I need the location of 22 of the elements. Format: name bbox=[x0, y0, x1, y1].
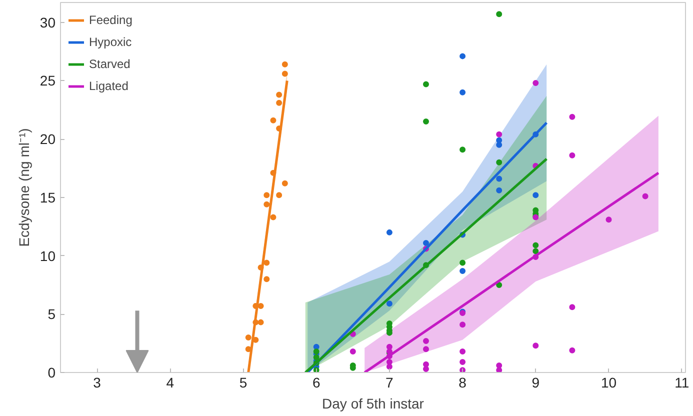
y-axis-title: Ecdysone (ng ml⁻¹) bbox=[16, 128, 32, 247]
x-tick-label: 7 bbox=[386, 374, 394, 390]
y-tick-label: 5 bbox=[48, 306, 56, 322]
legend-label: Hypoxic bbox=[89, 35, 132, 49]
y-tick-label: 15 bbox=[40, 189, 56, 206]
x-tick-label: 8 bbox=[458, 374, 467, 390]
y-tick-label: 10 bbox=[40, 248, 56, 264]
x-tick-label: 3 bbox=[93, 374, 102, 390]
legend-label: Ligated bbox=[89, 79, 128, 93]
y-tick-label: 30 bbox=[40, 14, 56, 30]
x-axis-title: Day of 5th instar bbox=[322, 396, 424, 412]
legend-label: Starved bbox=[89, 57, 130, 71]
x-tick-label: 10 bbox=[600, 374, 617, 390]
x-tick-label: 5 bbox=[239, 374, 248, 390]
y-tick-label: 0 bbox=[48, 364, 56, 380]
x-tick-label: 11 bbox=[674, 374, 690, 390]
x-tick-label: 6 bbox=[312, 374, 320, 390]
y-tick-label: 25 bbox=[40, 72, 56, 89]
x-tick-label: 9 bbox=[532, 374, 540, 390]
legend-label: Feeding bbox=[89, 13, 132, 27]
y-tick-label: 20 bbox=[40, 131, 56, 148]
x-tick-label: 4 bbox=[166, 374, 174, 390]
